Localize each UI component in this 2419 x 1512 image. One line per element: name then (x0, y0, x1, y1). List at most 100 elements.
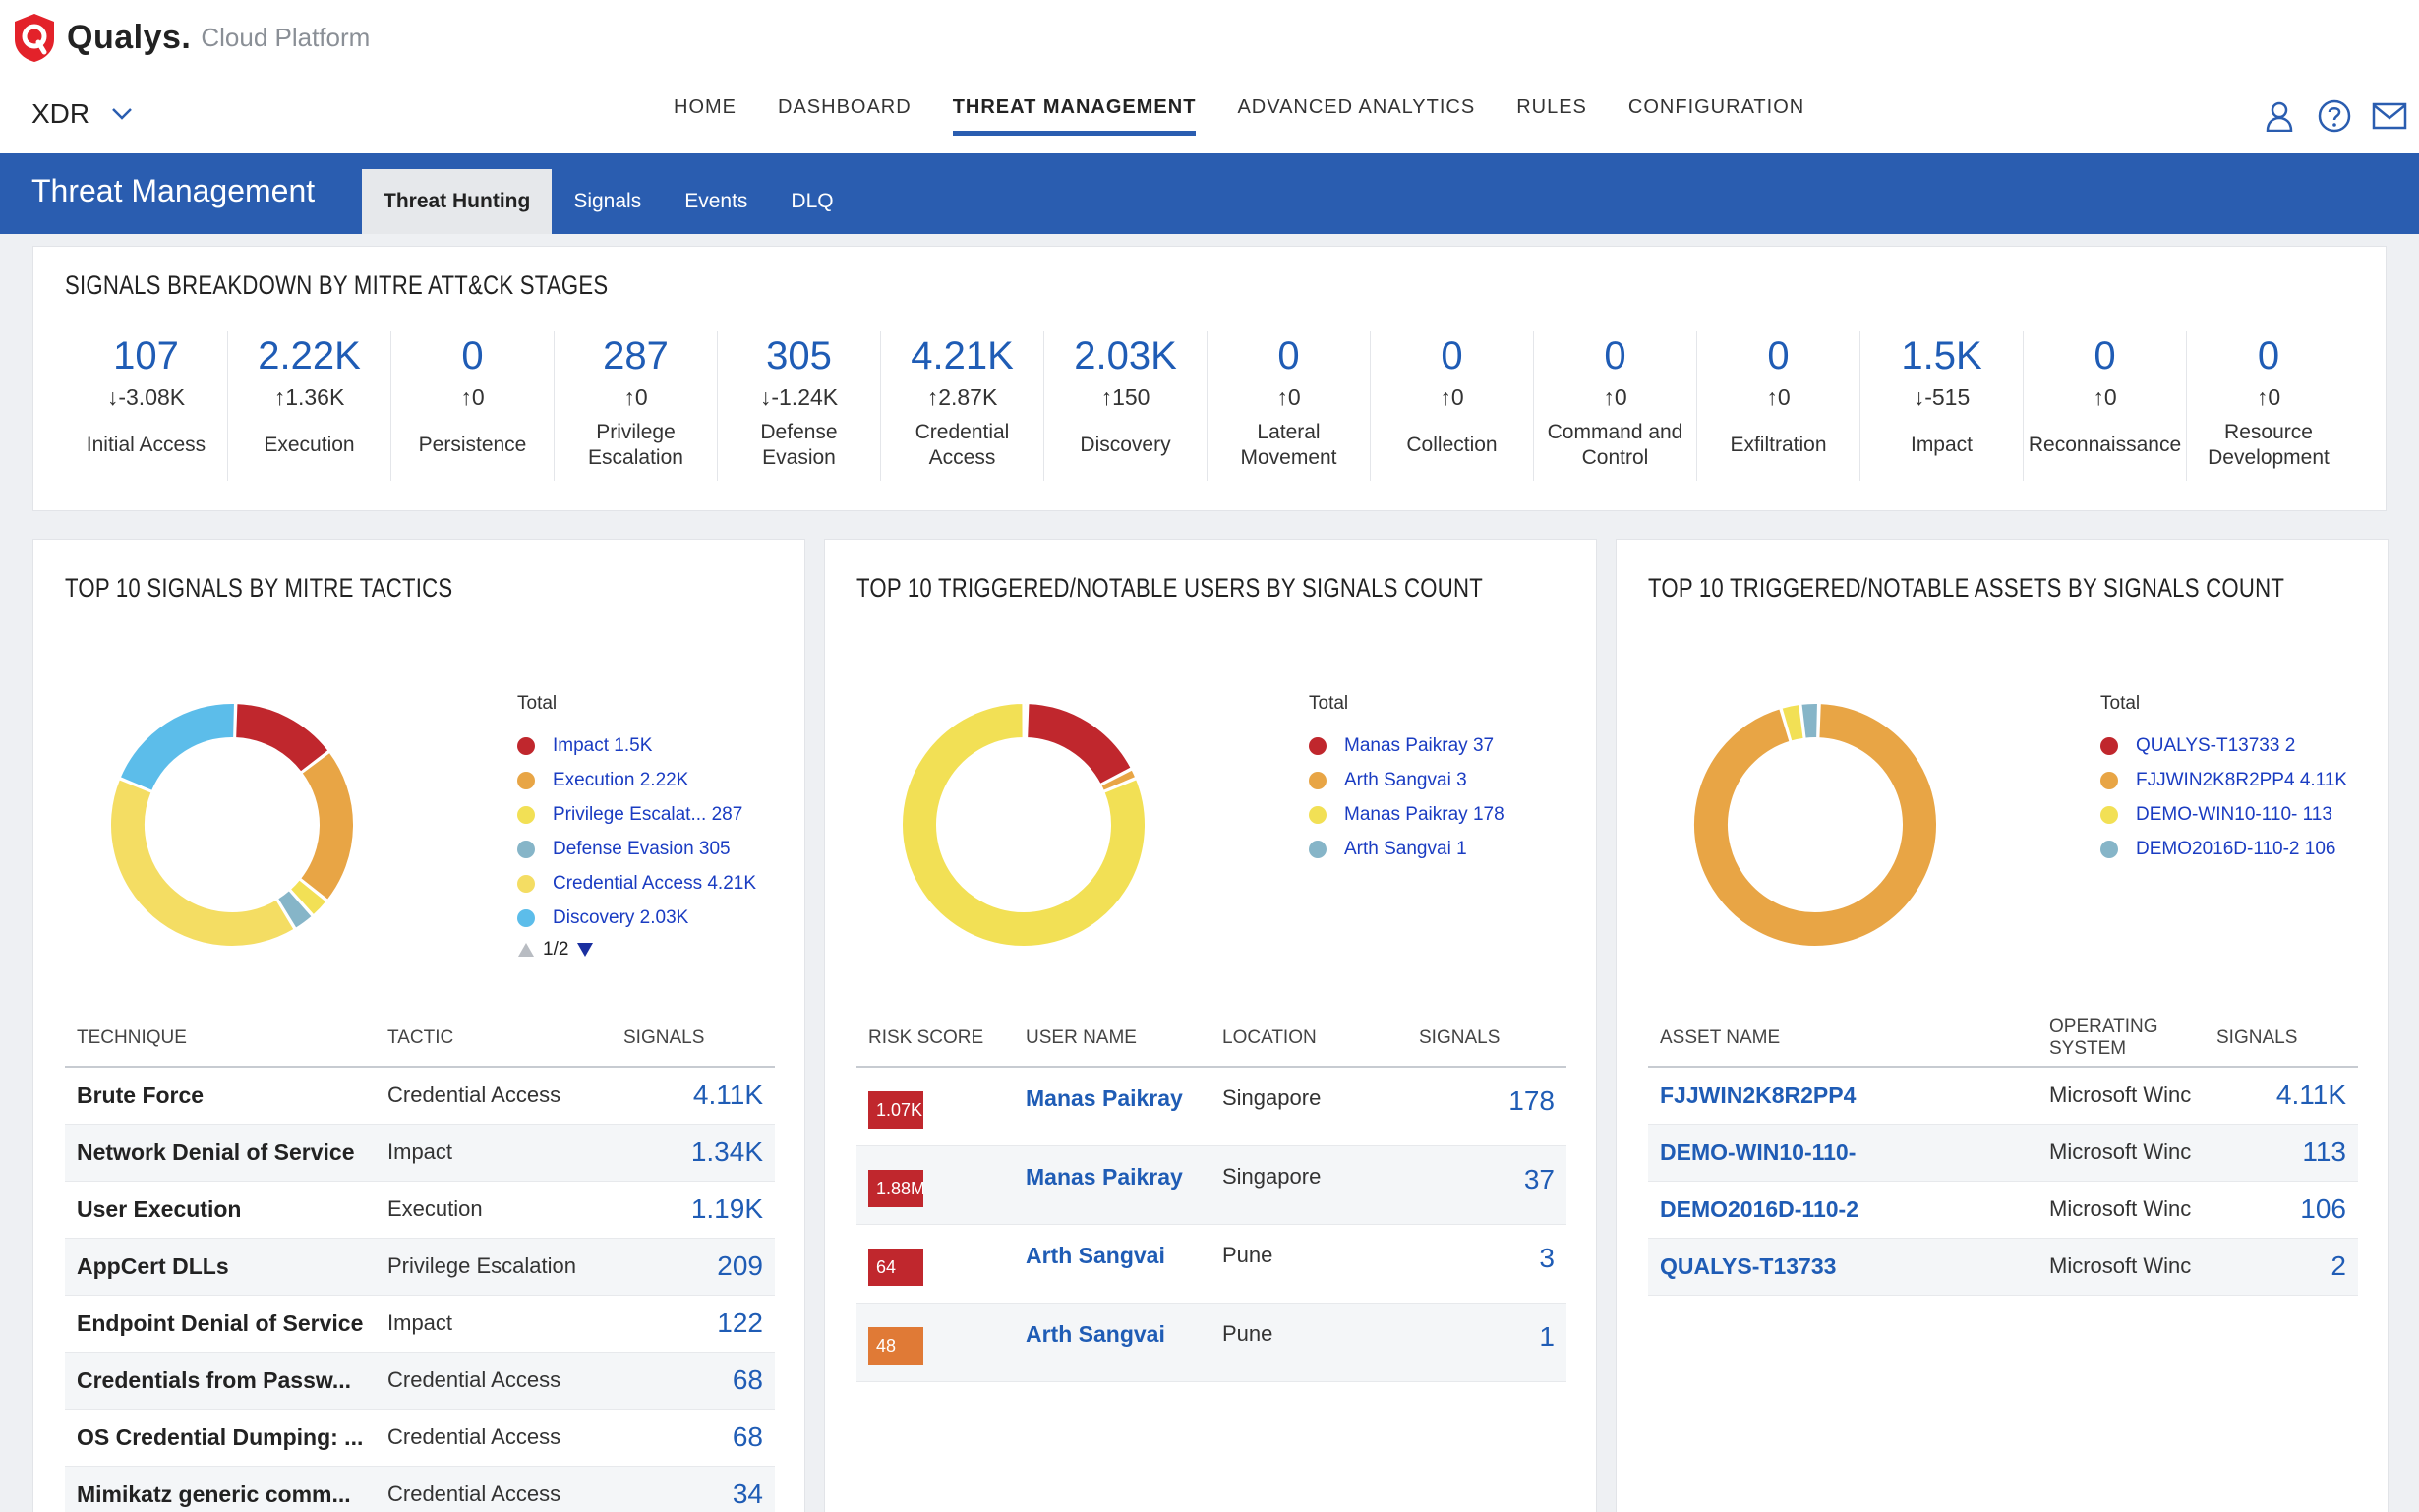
table-row[interactable]: FJJWIN2K8R2PP4 Microsoft Winc 4.11K (1648, 1067, 2358, 1125)
table-row[interactable]: User Execution Execution 1.19K (65, 1181, 775, 1239)
table-row[interactable]: Endpoint Denial of Service Impact 122 (65, 1295, 775, 1353)
legend-item[interactable]: Credential Access 4.21K (517, 866, 756, 901)
legend-item[interactable]: Impact 1.5K (517, 728, 756, 763)
signals-cell[interactable]: 122 (612, 1295, 775, 1353)
table-row[interactable]: OS Credential Dumping: ... Credential Acc… (65, 1409, 775, 1467)
qualys-logo[interactable]: Qualys. Cloud Platform (12, 12, 370, 63)
nav-home[interactable]: HOME (674, 96, 737, 118)
table-row[interactable]: Credentials from Passw... Credential Acce… (65, 1352, 775, 1410)
product-selector[interactable]: XDR (31, 98, 133, 130)
legend-item[interactable]: Execution 2.22K (517, 763, 756, 797)
signals-cell[interactable]: 37 (1407, 1145, 1566, 1225)
mitre-stage[interactable]: 0 ↑0 Exfiltration (1697, 331, 1860, 481)
user-name-link[interactable]: Manas Paikray (1014, 1067, 1210, 1146)
nav-threat-management[interactable]: THREAT MANAGEMENT (932, 96, 1217, 140)
legend-item[interactable]: DEMO-WIN10-110- 113 (2100, 797, 2347, 832)
legend-item[interactable]: FJJWIN2K8R2PP4 4.11K (2100, 763, 2347, 797)
table-row[interactable]: AppCert DLLs Privilege Escalation 209 (65, 1238, 775, 1296)
mitre-stage[interactable]: 0 ↑0 Command and Control (1534, 331, 1697, 481)
mail-icon[interactable] (2372, 98, 2407, 134)
mitre-stage[interactable]: 1.5K ↓-515 Impact (1860, 331, 2024, 481)
donut-slice[interactable] (1780, 702, 1805, 743)
pager-down-icon[interactable] (576, 942, 594, 958)
table-row[interactable]: 1.88M Manas Paikray Singapore 37 (856, 1145, 1566, 1225)
mitre-stage[interactable]: 0 ↑0 Lateral Movement (1208, 331, 1371, 481)
donut-slice[interactable] (118, 702, 236, 793)
legend-item[interactable]: Manas Paikray 37 (1309, 728, 1504, 763)
donut-slice[interactable] (1023, 701, 1028, 740)
mitre-stage[interactable]: 287 ↑0 Privilege Escalation (555, 331, 718, 481)
donut-slice[interactable] (298, 750, 355, 902)
column-header-signals[interactable]: SIGNALS (2205, 1010, 2358, 1068)
column-header-location[interactable]: LOCATION (1210, 1010, 1407, 1068)
column-header-signals[interactable]: SIGNALS (612, 1010, 775, 1068)
donut-slice[interactable] (234, 702, 330, 774)
legend-item[interactable]: DEMO2016D-110-2 106 (2100, 832, 2347, 866)
signals-cell[interactable]: 34 (612, 1466, 775, 1512)
table-row[interactable]: Mimikatz generic comm... Credential Acces… (65, 1466, 775, 1512)
tab-threat-hunting[interactable]: Threat Hunting (362, 169, 553, 234)
column-header-risk-score[interactable]: RISK SCORE (856, 1010, 1014, 1068)
nav-dashboard[interactable]: DASHBOARD (778, 96, 912, 118)
signals-cell[interactable]: 68 (612, 1352, 775, 1410)
table-row[interactable]: 64 Arth Sangvai Pune 3 (856, 1224, 1566, 1304)
column-header-user-name[interactable]: USER NAME (1014, 1010, 1210, 1068)
donut-slice[interactable] (1800, 702, 1819, 740)
help-icon[interactable] (2317, 98, 2352, 134)
donut-slice[interactable] (275, 888, 315, 931)
signals-cell[interactable]: 106 (2205, 1181, 2358, 1239)
user-name-link[interactable]: Arth Sangvai (1014, 1303, 1210, 1382)
donut-slice[interactable] (1026, 702, 1134, 786)
table-row[interactable]: DEMO-WIN10-110- Microsoft Winc 113 (1648, 1124, 2358, 1182)
table-row[interactable]: Brute Force Credential Access 4.11K (65, 1067, 775, 1125)
donut-slice[interactable] (1692, 702, 1938, 948)
signals-cell[interactable]: 68 (612, 1409, 775, 1467)
signals-cell[interactable]: 1 (1407, 1303, 1566, 1382)
table-row[interactable]: QUALYS-T13733 Microsoft Winc 2 (1648, 1238, 2358, 1296)
column-header-operating-system[interactable]: OPERATING SYSTEM (2037, 1010, 2205, 1068)
tab-dlq[interactable]: DLQ (791, 190, 834, 212)
asset-name-link[interactable]: QUALYS-T13733 (1648, 1238, 2037, 1296)
signals-cell[interactable]: 4.11K (612, 1067, 775, 1125)
asset-name-link[interactable]: DEMO2016D-110-2 (1648, 1181, 2037, 1239)
tab-signals[interactable]: Signals (573, 190, 642, 212)
signals-cell[interactable]: 1.34K (612, 1124, 775, 1182)
donut-slice[interactable] (288, 877, 328, 917)
mitre-stage[interactable]: 305 ↓-1.24K Defense Evasion (718, 331, 881, 481)
nav-rules[interactable]: RULES (1516, 96, 1587, 118)
pager-up-icon[interactable] (517, 942, 535, 958)
column-header-tactic[interactable]: TACTIC (376, 1010, 612, 1068)
asset-name-link[interactable]: FJJWIN2K8R2PP4 (1648, 1067, 2037, 1125)
mitre-stage[interactable]: 2.22K ↑1.36K Execution (228, 331, 391, 481)
legend-item[interactable]: QUALYS-T13733 2 (2100, 728, 2347, 763)
column-header-technique[interactable]: TECHNIQUE (65, 1010, 376, 1068)
donut-slice[interactable] (901, 701, 1147, 948)
donut-slice[interactable] (109, 778, 296, 948)
table-row[interactable]: 48 Arth Sangvai Pune 1 (856, 1303, 1566, 1382)
user-icon[interactable] (2262, 98, 2297, 134)
signals-cell[interactable]: 178 (1407, 1067, 1566, 1146)
tab-events[interactable]: Events (684, 190, 748, 212)
mitre-stage[interactable]: 0 ↑0 Resource Development (2187, 331, 2350, 481)
column-header-asset-name[interactable]: ASSET NAME (1648, 1010, 2037, 1068)
asset-name-link[interactable]: DEMO-WIN10-110- (1648, 1124, 2037, 1182)
mitre-stage[interactable]: 0 ↑0 Collection (1371, 331, 1534, 481)
signals-cell[interactable]: 209 (612, 1238, 775, 1296)
nav-configuration[interactable]: CONFIGURATION (1627, 96, 1805, 118)
mitre-stage[interactable]: 4.21K ↑2.87K Credential Access (881, 331, 1044, 481)
donut-slice[interactable] (1098, 768, 1138, 793)
legend-item[interactable]: Privilege Escalat... 287 (517, 797, 756, 832)
column-header-signals[interactable]: SIGNALS (1407, 1010, 1566, 1068)
nav-advanced-analytics[interactable]: ADVANCED ANALYTICS (1237, 96, 1476, 118)
table-row[interactable]: Network Denial of Service Impact 1.34K (65, 1124, 775, 1182)
table-row[interactable]: 1.07K Manas Paikray Singapore 178 (856, 1067, 1566, 1146)
signals-cell[interactable]: 4.11K (2205, 1067, 2358, 1125)
table-row[interactable]: DEMO2016D-110-2 Microsoft Winc 106 (1648, 1181, 2358, 1239)
user-name-link[interactable]: Manas Paikray (1014, 1145, 1210, 1225)
signals-cell[interactable]: 1.19K (612, 1181, 775, 1239)
legend-item[interactable]: Discovery 2.03K (517, 901, 756, 935)
user-name-link[interactable]: Arth Sangvai (1014, 1224, 1210, 1304)
mitre-stage[interactable]: 0 ↑0 Reconnaissance (2024, 331, 2187, 481)
signals-cell[interactable]: 2 (2205, 1238, 2358, 1296)
signals-cell[interactable]: 113 (2205, 1124, 2358, 1182)
